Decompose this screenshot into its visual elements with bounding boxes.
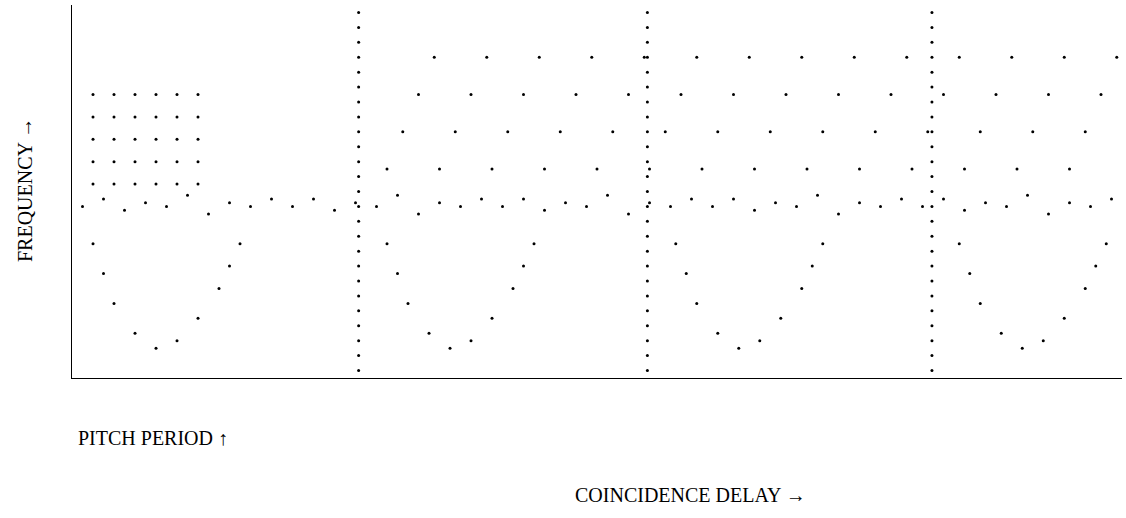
svg-text:FREQUENCY →: FREQUENCY → — [14, 118, 36, 262]
svg-text:PITCH PERIOD ↑: PITCH PERIOD ↑ — [78, 427, 228, 449]
svg-text:COINCIDENCE DELAY →: COINCIDENCE DELAY → — [575, 484, 806, 506]
